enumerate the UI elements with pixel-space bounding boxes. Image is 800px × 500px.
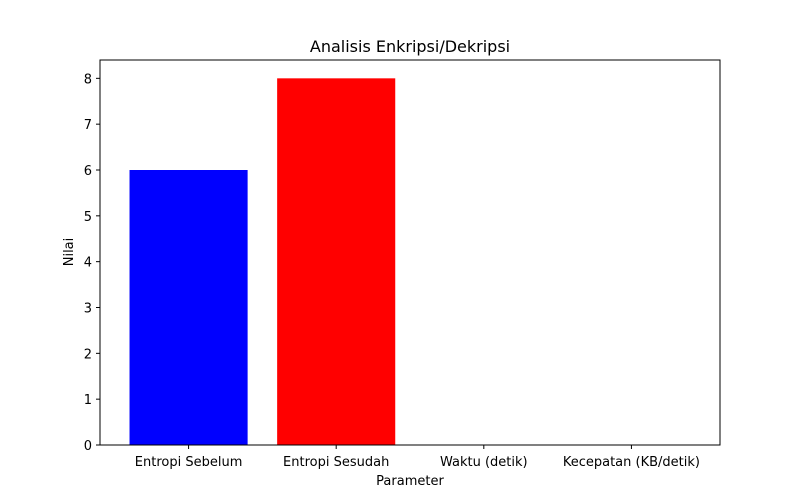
y-tick-label: 6 [84,164,92,179]
x-tick-label: Entropi Sesudah [283,455,389,470]
x-tick-label: Waktu (detik) [440,455,528,470]
x-tick-label: Kecepatan (KB/detik) [563,455,700,470]
y-tick-label: 4 [84,256,92,271]
x-axis-ticks: Entropi Sebelum Entropi Sesudah Waktu (det… [135,445,700,470]
x-tick-label: Entropi Sebelum [135,455,243,470]
plot-frame [99,59,721,446]
x-axis-label: Parameter [376,474,444,489]
y-tick-label: 0 [84,439,92,454]
y-tick-label: 1 [84,393,92,408]
y-tick-label: 2 [84,347,92,362]
y-axis-ticks: 0 1 2 3 4 5 6 7 8 [84,72,100,454]
bars-group [129,78,396,445]
y-tick-label: 5 [84,210,92,225]
chart-title: Analisis Enkripsi/Dekripsi [310,37,510,56]
y-tick-label: 7 [84,118,92,133]
y-axis-label: Nilai [62,238,77,267]
bar-entropi-sebelum [129,170,248,445]
y-tick-label: 8 [84,72,92,87]
bar-entropi-sesudah [277,78,396,445]
y-tick-label: 3 [84,302,92,317]
